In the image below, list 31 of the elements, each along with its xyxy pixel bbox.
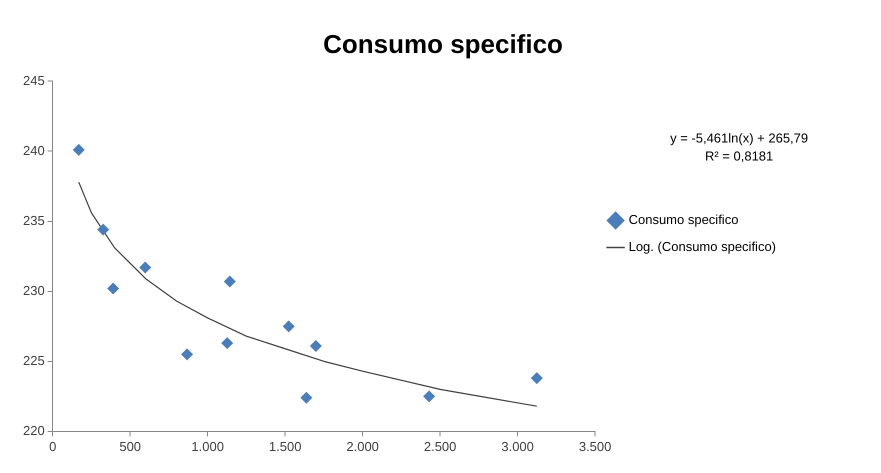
text: R² = 0,8181 [704, 148, 774, 164]
x-tick-label: 3.500 [578, 438, 612, 454]
point [310, 340, 322, 352]
y-tick-label: 245 [22, 72, 45, 88]
point [221, 337, 234, 350]
point [300, 392, 312, 404]
y-tick-label: 220 [22, 422, 45, 438]
text: y = -5,461ln(x) + 265,79 [670, 130, 808, 146]
legend-label: Consumo specifico [628, 212, 738, 228]
point [97, 224, 110, 236]
point [224, 276, 236, 288]
legend-label: Log. (Consumo specifico) [628, 239, 776, 254]
point [139, 262, 152, 274]
x-tick-label: 500 [119, 438, 142, 454]
x-tick-label: 2.500 [424, 438, 456, 454]
x-tick-label: 0 [49, 438, 56, 454]
x-tick-label: 3.000 [501, 438, 534, 454]
point [181, 348, 194, 360]
x-tick-label: 1.000 [191, 438, 224, 454]
point [282, 320, 295, 332]
point [530, 372, 543, 384]
x-tick-label: 1.500 [268, 438, 302, 454]
y-tick-label: 235 [22, 212, 45, 228]
x-tick-label: 2.000 [346, 438, 379, 454]
chart-title: Consumo specifico [323, 28, 563, 59]
y-tick-label: 240 [22, 142, 45, 158]
y-tick-label: 225 [22, 352, 45, 368]
y-tick-label: 230 [22, 282, 45, 298]
point [72, 144, 85, 156]
point [107, 282, 120, 295]
point [423, 390, 436, 402]
